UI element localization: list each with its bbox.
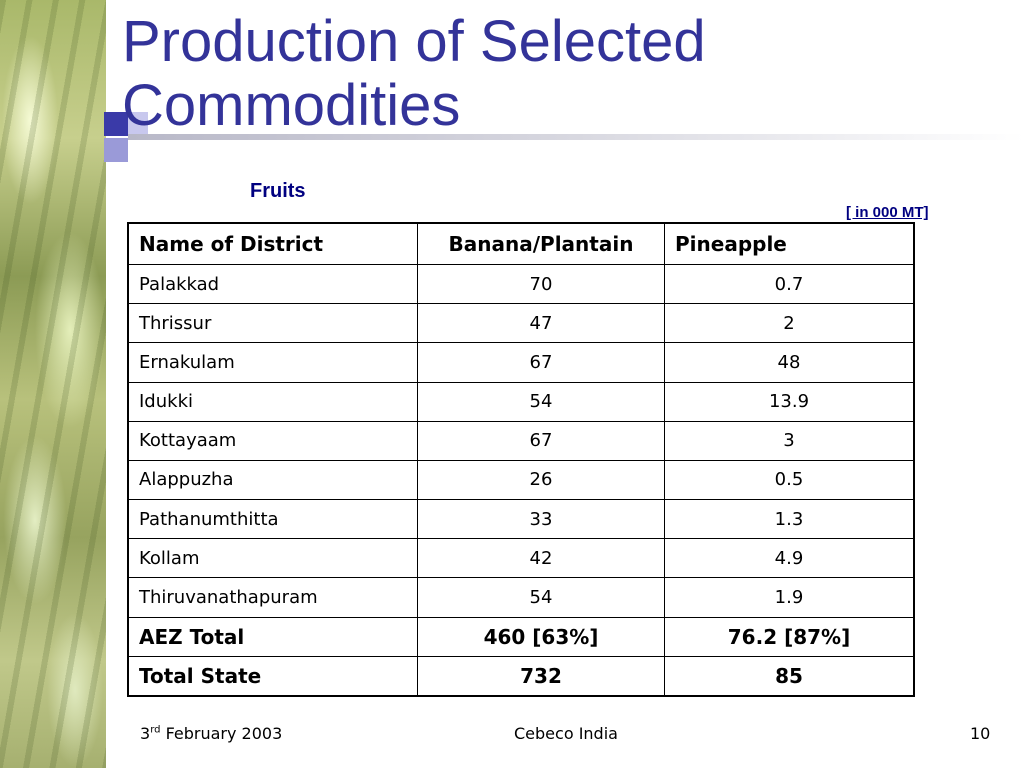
district-cell: Idukki	[127, 381, 418, 422]
banana-total-cell: 460 [63%]	[417, 616, 665, 657]
footer-organization: Cebeco India	[514, 724, 618, 743]
table-row: Thrissur 47 2	[127, 303, 915, 344]
pineapple-cell: 4.9	[664, 538, 915, 579]
district-cell: Thiruvanathapuram	[127, 577, 418, 618]
district-cell: Ernakulam	[127, 342, 418, 383]
table-row: Pathanumthitta 33 1.3	[127, 499, 915, 540]
district-cell: Alappuzha	[127, 459, 418, 501]
title-accent-square	[104, 112, 128, 136]
table-row: Alappuzha 26 0.5	[127, 459, 915, 501]
pineapple-cell: 3	[664, 420, 915, 461]
total-label-cell: Total State	[127, 655, 418, 697]
banana-cell: 54	[417, 381, 665, 422]
aez-total-row: AEZ Total 460 [63%] 76.2 [87%]	[127, 616, 915, 657]
production-table: Name of District Banana/Plantain Pineapp…	[127, 222, 915, 697]
pineapple-total-cell: 85	[664, 655, 915, 697]
table-row: Palakkad 70 0.7	[127, 263, 915, 305]
banana-cell: 67	[417, 420, 665, 461]
banana-total-cell: 732	[417, 655, 665, 697]
pineapple-cell: 48	[664, 342, 915, 383]
banana-cell: 67	[417, 342, 665, 383]
total-label-cell: AEZ Total	[127, 616, 418, 657]
banana-cell: 33	[417, 499, 665, 540]
pineapple-total-cell: 76.2 [87%]	[664, 616, 915, 657]
state-total-row: Total State 732 85	[127, 655, 915, 697]
banana-cell: 47	[417, 303, 665, 344]
banana-cell: 54	[417, 577, 665, 618]
pineapple-cell: 13.9	[664, 381, 915, 422]
unit-note: [ in 000 MT]	[846, 204, 929, 221]
table-header-row: Name of District Banana/Plantain Pineapp…	[127, 222, 915, 265]
header-banana: Banana/Plantain	[417, 222, 665, 265]
title-accent-square	[104, 138, 128, 162]
pineapple-cell: 0.7	[664, 263, 915, 305]
banana-cell: 26	[417, 459, 665, 501]
header-pineapple: Pineapple	[664, 222, 915, 265]
district-cell: Pathanumthitta	[127, 499, 418, 540]
district-cell: Kollam	[127, 538, 418, 579]
pineapple-cell: 2	[664, 303, 915, 344]
table-row: Thiruvanathapuram 54 1.9	[127, 577, 915, 618]
district-cell: Palakkad	[127, 263, 418, 305]
footer-date: 3rd February 2003	[140, 724, 282, 743]
banana-photo-strip	[0, 0, 106, 768]
page-number: 10	[970, 724, 991, 743]
table-row: Kottayaam 67 3	[127, 420, 915, 461]
pineapple-cell: 0.5	[664, 459, 915, 501]
district-cell: Kottayaam	[127, 420, 418, 461]
date-ordinal-suffix: rd	[150, 724, 161, 736]
pineapple-cell: 1.9	[664, 577, 915, 618]
table-row: Ernakulam 67 48	[127, 342, 915, 383]
slide-title: Production of Selected Commodities	[122, 9, 706, 138]
header-district: Name of District	[127, 222, 418, 265]
table-row: Idukki 54 13.9	[127, 381, 915, 422]
title-accent-square	[128, 112, 148, 136]
title-underline-rule	[128, 134, 1024, 140]
section-label: Fruits	[250, 180, 306, 202]
date-day: 3	[140, 724, 151, 743]
pineapple-cell: 1.3	[664, 499, 915, 540]
banana-cell: 70	[417, 263, 665, 305]
district-cell: Thrissur	[127, 303, 418, 344]
date-month-year: February 2003	[160, 724, 283, 743]
banana-cell: 42	[417, 538, 665, 579]
table-row: Kollam 42 4.9	[127, 538, 915, 579]
